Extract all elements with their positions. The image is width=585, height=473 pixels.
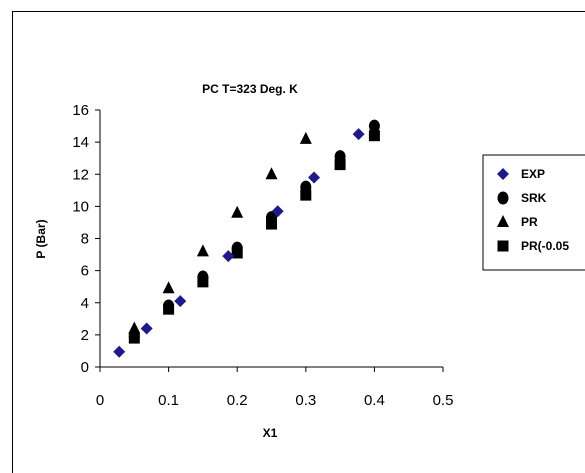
- point-pr: [196, 244, 209, 257]
- point-pr-0-05: [197, 276, 209, 288]
- legend-label-pr: PR: [521, 215, 538, 229]
- x-tick-label: 0.2: [227, 392, 248, 409]
- point-pr: [162, 281, 175, 294]
- y-tick-label: 6: [81, 263, 89, 280]
- point-pr-0-05: [368, 130, 380, 142]
- point-exp: [113, 345, 126, 358]
- y-tick-label: 16: [72, 102, 89, 119]
- x-tick-label: 0.5: [433, 392, 454, 409]
- y-tick-label: 10: [72, 198, 89, 215]
- legend-marker-pr: [497, 215, 509, 227]
- y-tick-label: 2: [81, 327, 89, 344]
- point-exp: [352, 128, 365, 141]
- x-tick-label: 0: [96, 392, 104, 409]
- legend-label-srk: SRK: [521, 191, 547, 205]
- tick-labels: 0 2 4 6 8 10 12 14 16 0 0.1 0.2 0.3 0.4 0.5: [72, 102, 453, 409]
- data-points: [113, 119, 380, 358]
- point-pr-0-05: [334, 159, 346, 171]
- point-pr-0-05: [128, 332, 140, 344]
- point-exp: [222, 250, 235, 263]
- x-axis-label: X1: [263, 426, 278, 440]
- y-axis-label: P (Bar): [34, 219, 48, 258]
- legend-marker-exp: [497, 168, 509, 180]
- chart-frame: [12, 11, 585, 473]
- point-pr-0-05: [163, 303, 175, 315]
- axes: [95, 109, 444, 372]
- point-pr-0-05: [266, 218, 277, 230]
- y-tick-label: 12: [72, 166, 89, 183]
- legend-marker-srk: [497, 191, 509, 205]
- y-tick-label: 0: [81, 359, 89, 376]
- y-tick-label: 8: [81, 231, 89, 248]
- point-pr: [299, 131, 312, 144]
- x-tick-label: 0.4: [364, 392, 385, 409]
- y-tick-label: 4: [81, 295, 89, 312]
- y-tick-label: 14: [72, 134, 89, 151]
- point-exp: [174, 295, 187, 308]
- legend-label-exp: EXP: [521, 167, 545, 181]
- point-pr: [265, 167, 278, 180]
- point-exp: [140, 322, 153, 335]
- point-pr-0-05: [231, 247, 243, 259]
- point-pr: [128, 321, 141, 334]
- x-tick-label: 0.3: [295, 392, 316, 409]
- point-pr-0-05: [300, 189, 312, 201]
- chart-title: PC T=323 Deg. K: [202, 82, 298, 96]
- x-tick-label: 0.1: [158, 392, 179, 409]
- legend: EXP SRK PR PR(-0.05: [482, 154, 585, 271]
- point-exp: [308, 171, 321, 184]
- point-pr: [231, 205, 244, 218]
- legend-marker-pr-0-05: [497, 240, 509, 252]
- point-exp: [271, 205, 284, 218]
- point-srk: [368, 119, 380, 133]
- legend-label-pr-0-05: PR(-0.05: [521, 239, 569, 253]
